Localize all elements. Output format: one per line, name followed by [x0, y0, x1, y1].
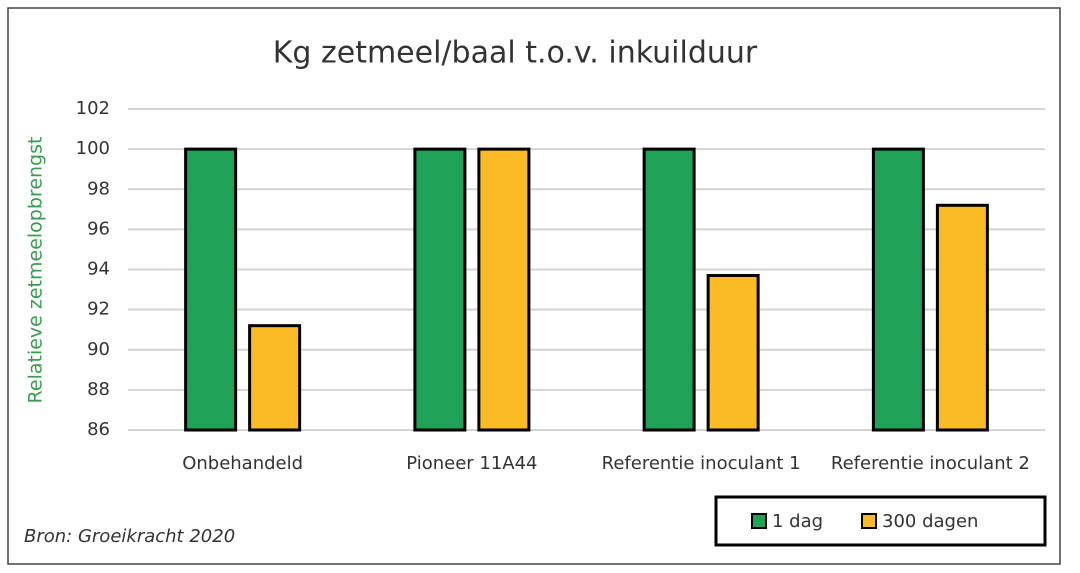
legend-swatch	[861, 513, 877, 529]
y-tick-label: 102	[76, 98, 110, 119]
y-tick-label: 92	[87, 299, 110, 320]
y-tick-label: 98	[87, 178, 110, 199]
y-tick-label: 88	[87, 379, 110, 400]
legend-box	[714, 495, 1047, 547]
bar	[706, 274, 760, 432]
y-axis-label: Relatieve zetmeelopbrengst	[25, 137, 47, 404]
source-note: Bron: Groeikracht 2020	[24, 526, 235, 547]
x-tick-label: Referentie inoculant 1	[602, 453, 801, 474]
x-tick-label: Pioneer 11A44	[406, 453, 537, 474]
legend-label: 1 dag	[772, 511, 823, 532]
bar	[413, 147, 467, 432]
bar	[477, 147, 531, 432]
legend-swatch	[751, 513, 767, 529]
legend-label: 300 dagen	[882, 511, 978, 532]
bar	[248, 324, 302, 432]
bar	[935, 203, 989, 432]
y-tick-label: 86	[87, 419, 110, 440]
bar	[184, 147, 238, 432]
bar	[642, 147, 696, 432]
x-tick-label: Onbehandeld	[182, 453, 303, 474]
y-tick-label: 94	[87, 259, 110, 280]
bar	[871, 147, 925, 432]
y-tick-label: 90	[87, 339, 110, 360]
y-tick-label: 100	[76, 138, 110, 159]
x-tick-label: Referentie inoculant 2	[831, 453, 1030, 474]
chart-title: Kg zetmeel/baal t.o.v. inkuilduur	[273, 36, 758, 71]
y-tick-label: 96	[87, 218, 110, 239]
